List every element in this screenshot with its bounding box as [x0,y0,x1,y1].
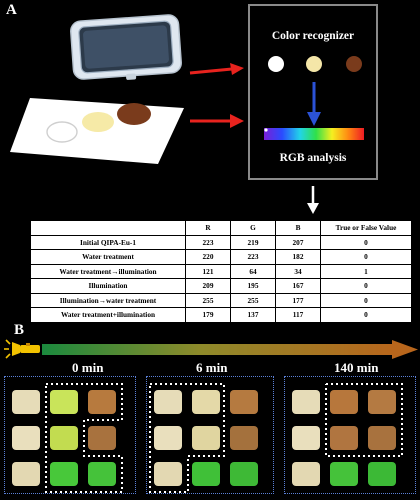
table-cell: 223 [185,234,231,250]
recognizer-dots [268,56,362,72]
sample-group-140min [284,376,416,494]
table-cell: Water treatment [30,249,186,265]
paper-with-spots-icon [10,98,184,164]
table-cell: 207 [275,234,321,250]
sample-grid-140min [292,383,403,486]
time-label-140: 140 min [334,360,379,375]
sample-grid-0min [12,383,123,493]
header-cell: True or False Value [320,220,412,236]
table-row: Illumination→water treatment 255 255 177… [30,292,412,308]
table-cell: 0 [320,249,412,265]
table-row: Illumination 209 195 167 0 [30,278,412,294]
recognizer-title: Color recognizer [271,30,355,42]
sample-group-6min [146,376,274,494]
panel-label-a: A [6,2,17,18]
time-arrow [42,340,418,359]
table-row: Water treatment+illumination 179 137 117… [30,307,412,323]
table-cell: 117 [275,307,321,323]
table-cell: 220 [185,249,231,265]
table-cell: 137 [230,307,276,323]
table-row: Water treatment→illumination 121 64 34 1 [30,263,412,279]
table-cell: 223 [230,249,276,265]
blue-arrow-down [307,82,321,126]
table-cell: 0 [320,278,412,294]
header-cell: R [185,220,231,236]
table-header-row: R G B True or False Value [30,220,412,236]
table-cell: 64 [230,263,276,279]
table-cell: Illumination [30,278,186,294]
header-cell [30,220,186,236]
table-cell: 182 [275,249,321,265]
table-cell: 179 [185,307,231,323]
white-arrow-down [307,186,319,214]
header-cell: G [230,220,276,236]
rgb-spectrum-bar [264,128,364,140]
table-row: Water treatment 220 223 182 0 [30,249,412,265]
time-label-0: 0 min [72,360,104,375]
red-arrow-top [189,63,244,75]
table-cell: 255 [230,292,276,308]
table-cell: 255 [185,292,231,308]
rgb-table: R G B True or False Value Initial QIPA-E… [30,220,412,323]
panel-label-b: B [14,322,25,338]
table-cell: 0 [320,307,412,323]
red-arrow-bottom [190,114,244,128]
yellow-dot [306,56,322,72]
table-row: Initial QIPA-Eu-1 223 219 207 0 [30,234,412,250]
table-cell: 195 [230,278,276,294]
table-cell: 219 [230,234,276,250]
white-dot [268,56,284,72]
table-cell: Illumination→water treatment [30,292,186,308]
brown-dot [346,56,362,72]
table-cell: 121 [185,263,231,279]
table-cell: 34 [275,263,321,279]
table-cell: 209 [185,278,231,294]
tray-icon [70,14,182,80]
sample-group-0min [4,376,136,494]
table-cell: 0 [320,234,412,250]
header-cell: B [275,220,321,236]
table-cell: Initial QIPA-Eu-1 [30,234,186,250]
time-label-6: 6 min [196,360,228,375]
table-cell: 167 [275,278,321,294]
rgb-analysis-label: RGB analysis [279,152,347,164]
table-cell: 177 [275,292,321,308]
sample-grid-6min [149,383,258,493]
table-cell: 1 [320,263,412,279]
flashlight-icon [4,339,40,359]
table-cell: Water treatment+illumination [30,307,186,323]
table-cell: 0 [320,292,412,308]
table-cell: Water treatment→illumination [30,263,186,279]
color-recognizer-box: Color recognizer RGB analysis [248,4,378,180]
